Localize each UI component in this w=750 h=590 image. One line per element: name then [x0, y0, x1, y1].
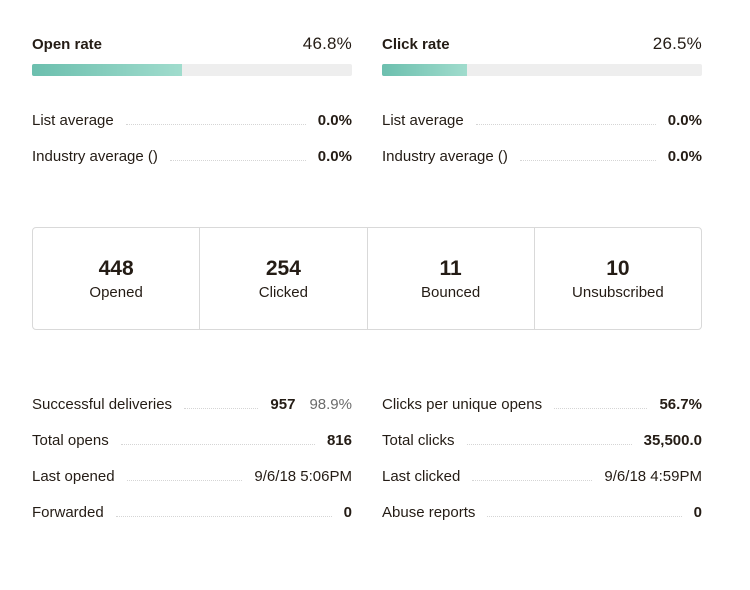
detail-row-forwarded: Forwarded 0 [32, 502, 352, 522]
detail-label: Clicks per unique opens [382, 395, 543, 413]
detail-label: Abuse reports [382, 503, 476, 521]
open-rate-value: 46.8% [302, 34, 352, 53]
dotted-leader [115, 515, 332, 517]
dotted-leader [120, 443, 315, 445]
list-average-value: 0.0% [317, 111, 352, 129]
click-list-average-row: List average 0.0% [382, 110, 702, 130]
stat-label: Opened [89, 284, 143, 301]
detail-label: Total clicks [382, 431, 455, 449]
open-rate-bar [32, 64, 352, 76]
open-rate-bar-fill [32, 64, 182, 76]
industry-average-label: Industry average () [382, 147, 508, 165]
click-rate-value: 26.5% [652, 34, 702, 53]
detail-row-total-clicks: Total clicks 35,500.0 [382, 430, 702, 450]
stat-opened[interactable]: 448 Opened [33, 228, 201, 329]
dotted-leader [169, 159, 306, 161]
detail-label: Last opened [32, 467, 115, 485]
stat-number: 10 [606, 257, 630, 280]
dotted-leader [466, 443, 632, 445]
detail-value: 0 [693, 503, 702, 521]
detail-row-abuse-reports: Abuse reports 0 [382, 502, 702, 522]
detail-value: 35,500.0 [643, 431, 702, 449]
detail-row-last-clicked: Last clicked 9/6/18 4:59PM [382, 466, 702, 486]
industry-average-value: 0.0% [667, 147, 702, 165]
detail-label: Successful deliveries [32, 395, 173, 413]
open-list-average-row: List average 0.0% [32, 110, 352, 130]
detail-row-last-opened: Last opened 9/6/18 5:06PM [32, 466, 352, 486]
click-industry-average-row: Industry average () 0.0% [382, 146, 702, 166]
detail-row-total-opens: Total opens 816 [32, 430, 352, 450]
stat-label: Bounced [421, 284, 481, 301]
detail-value: 957 [270, 395, 296, 413]
detail-label: Last clicked [382, 467, 461, 485]
click-rate-bar [382, 64, 702, 76]
stat-number: 254 [265, 257, 301, 280]
detail-value: 56.7% [659, 395, 702, 413]
industry-average-value: 0.0% [317, 147, 352, 165]
click-rate-label: Click rate [382, 36, 450, 53]
dotted-leader [125, 123, 306, 125]
dotted-leader [126, 479, 243, 481]
detail-secondary-value: 98.9% [309, 395, 352, 413]
dotted-leader [519, 159, 656, 161]
list-average-label: List average [382, 111, 464, 129]
dotted-leader [554, 407, 648, 409]
stat-unsubscribed[interactable]: 10 Unsubscribed [535, 228, 701, 329]
dotted-leader [184, 407, 259, 409]
stat-label: Unsubscribed [572, 284, 664, 301]
stat-label: Clicked [258, 284, 308, 301]
dotted-leader [472, 479, 593, 481]
detail-row-successful-deliveries: Successful deliveries 957 98.9% [32, 394, 352, 414]
detail-value: 9/6/18 5:06PM [254, 467, 352, 485]
list-average-value: 0.0% [667, 111, 702, 129]
summary-stats-box: 448 Opened 254 Clicked 11 Bounced 10 Uns… [32, 227, 702, 330]
click-rate-bar-fill [382, 64, 467, 76]
stat-clicked[interactable]: 254 Clicked [200, 228, 368, 329]
detail-row-clicks-per-unique-opens: Clicks per unique opens 56.7% [382, 394, 702, 414]
detail-value: 816 [326, 431, 352, 449]
detail-label: Total opens [32, 431, 109, 449]
dotted-leader [487, 515, 682, 517]
detail-label: Forwarded [32, 503, 104, 521]
detail-value: 9/6/18 4:59PM [604, 467, 702, 485]
open-rate-header: Open rate 46.8% [32, 34, 352, 56]
industry-average-label: Industry average () [32, 147, 158, 165]
detail-value: 0 [343, 503, 352, 521]
open-rate-label: Open rate [32, 36, 103, 53]
stat-number: 448 [98, 257, 134, 280]
dotted-leader [475, 123, 656, 125]
stat-number: 11 [439, 257, 462, 280]
stat-bounced[interactable]: 11 Bounced [368, 228, 535, 329]
click-rate-header: Click rate 26.5% [382, 34, 702, 56]
open-industry-average-row: Industry average () 0.0% [32, 146, 352, 166]
list-average-label: List average [32, 111, 114, 129]
